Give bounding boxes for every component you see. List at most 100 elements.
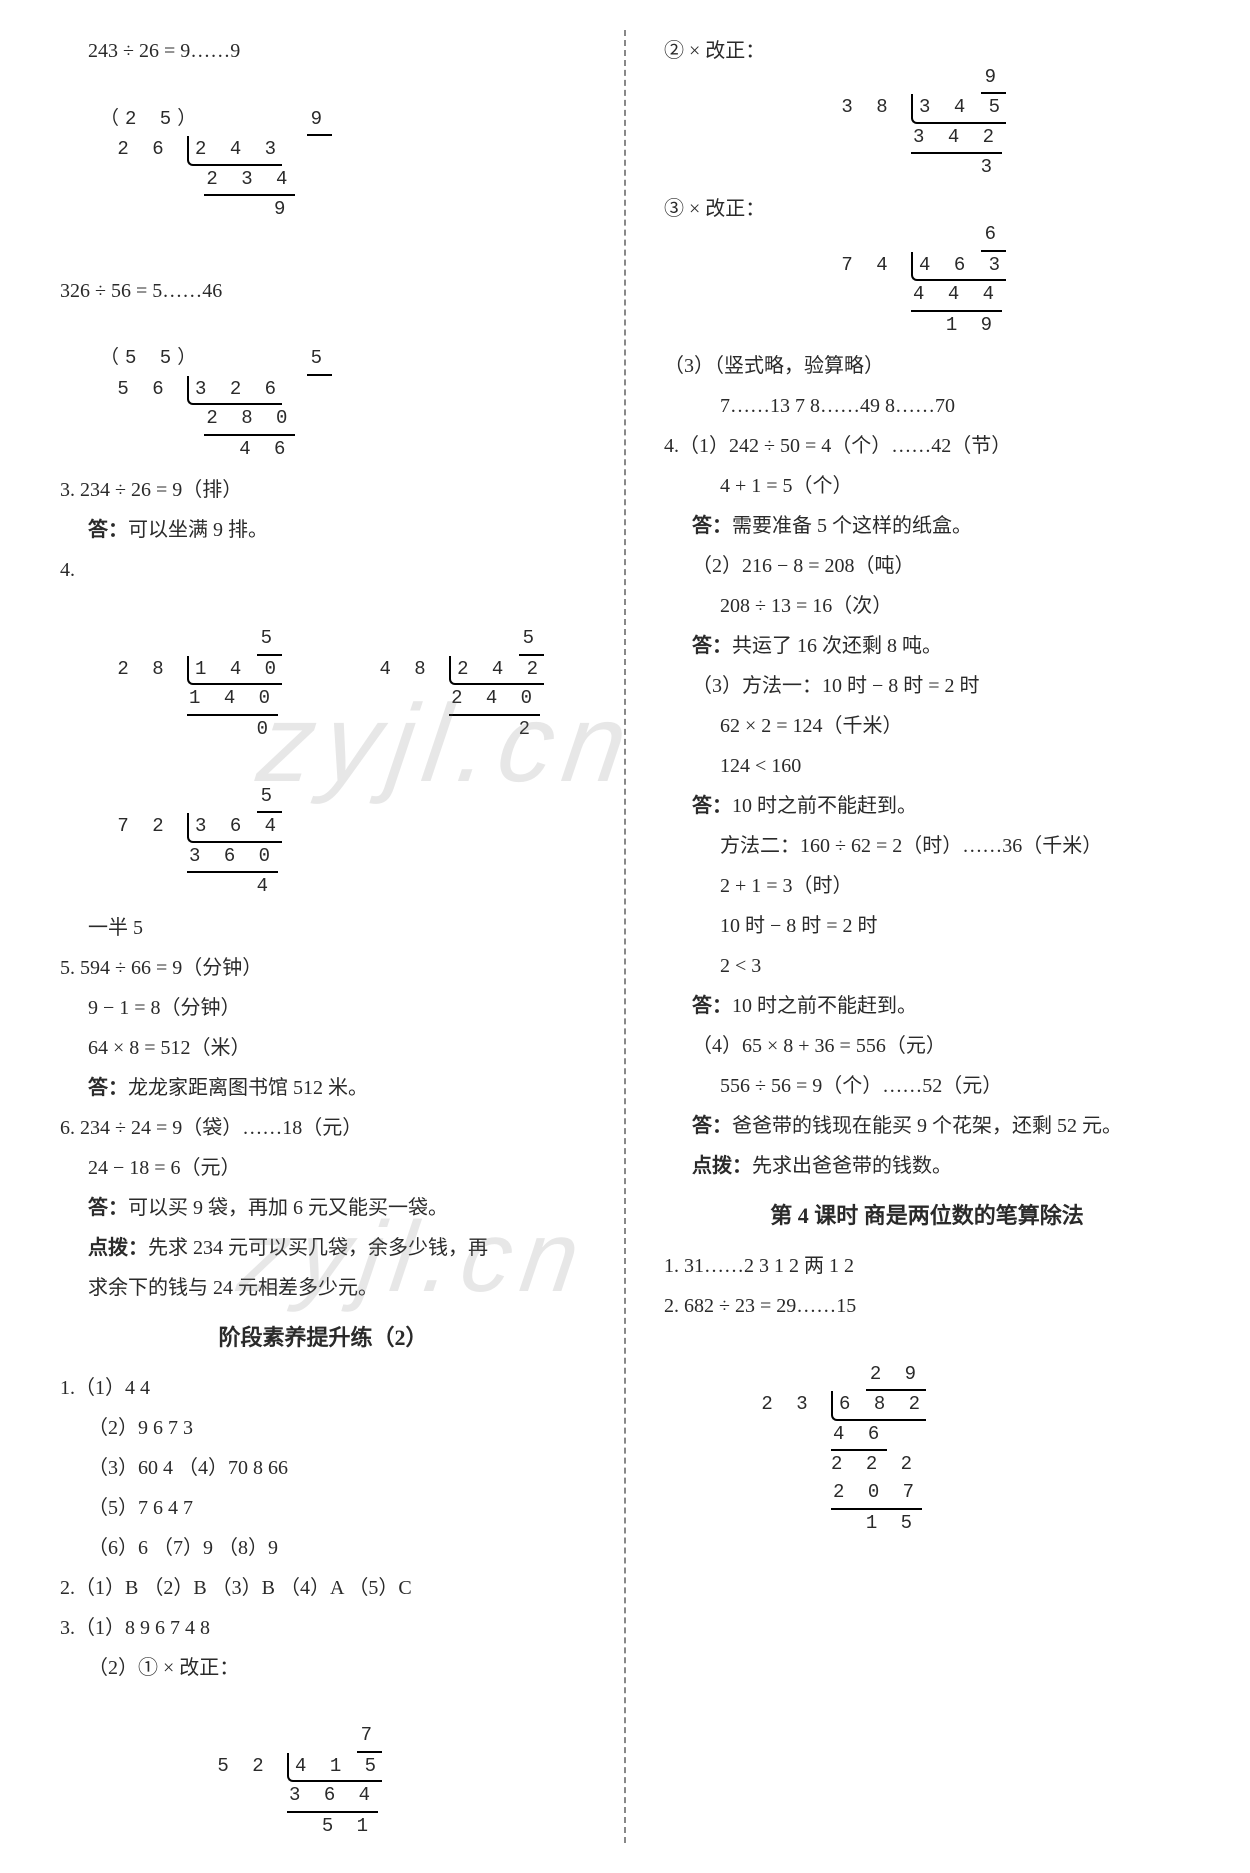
long-division: 5 7 2 3 6 4 3 6 0 4: [100, 755, 282, 901]
sub: 2 8 0: [204, 405, 295, 436]
hint-line: 求余下的钱与 24 元相差多少元。: [60, 1269, 586, 1307]
remainder: 5 1: [322, 1815, 374, 1837]
divisor: 2 3: [761, 1393, 813, 1415]
answer-line: （2）9 6 7 3: [60, 1409, 586, 1447]
answer-label: 答：: [692, 635, 732, 657]
answer-label: 答：: [692, 795, 732, 817]
equation: （2）216 − 8 = 208（吨）: [664, 547, 1190, 585]
long-division: （5 5） 5 5 6 3 2 6 2 8 0 4 6: [100, 318, 332, 464]
long-division: （2 5） 9 2 6 2 4 3 2 3 4 9: [100, 78, 332, 224]
hint-text: 先求出爸爸带的钱数。: [752, 1155, 952, 1177]
answer-label: 答：: [692, 515, 732, 537]
equation: 10 时 − 8 时 = 2 时: [664, 907, 1190, 945]
equation: 6. 234 ÷ 24 = 9（袋）……18（元）: [60, 1109, 586, 1147]
hint-line: 点拨：先求出爸爸带的钱数。: [664, 1147, 1190, 1185]
divisor: 7 4: [841, 254, 893, 276]
equation: 3. 234 ÷ 26 = 9（排）: [60, 471, 586, 509]
remainder: 1 9: [946, 314, 998, 336]
quotient: 6: [981, 221, 1006, 252]
answer-line: （3）60 4 （4）70 8 66: [60, 1449, 586, 1487]
remainder: 3: [981, 156, 998, 178]
dividend: 3 4 5: [919, 96, 1006, 118]
answer-label: 答：: [692, 995, 732, 1017]
divisor: 3 8: [841, 96, 893, 118]
dividend: 2 4 2: [457, 658, 544, 680]
answer-text: 龙龙家距离图书馆 512 米。: [128, 1077, 368, 1099]
answer-line: ③ × 改正：: [664, 190, 804, 228]
worksheet-page: zyjl.cn zyjl.cn 243 ÷ 26 = 9……9 （2 5） 9 …: [0, 0, 1250, 1873]
long-division: 9 3 8 3 4 5 3 4 2 3: [824, 36, 1006, 182]
answer-line: 答：可以坐满 9 排。: [60, 511, 586, 549]
remainder: 9: [274, 198, 291, 220]
sub: 4 4 4: [911, 281, 1002, 312]
hint-text: 先求 234 元可以买几袋，余多少钱，再: [148, 1237, 488, 1259]
hint-label: 点拨：: [88, 1237, 148, 1259]
equation: 124 < 160: [664, 747, 1190, 785]
answer-line: 1.（1）4 4: [60, 1369, 586, 1407]
divisor: 5 6: [117, 378, 169, 400]
section-title: 阶段素养提升练（2）: [60, 1317, 586, 1359]
answer-line: 1. 31……2 3 1 2 两 1 2: [664, 1247, 1190, 1285]
remainder: 4: [257, 875, 274, 897]
quotient: 5: [307, 345, 332, 376]
column-divider: [624, 30, 626, 1843]
two-column-layout: 243 ÷ 26 = 9……9 （2 5） 9 2 6 2 4 3 2 3 4 …: [60, 30, 1190, 1843]
quotient: 9: [307, 106, 332, 137]
equation: 326 ÷ 56 = 5……46: [60, 272, 332, 310]
dividend: 2 4 3: [195, 138, 282, 160]
long-division: 6 7 4 4 6 3 4 4 4 1 9: [824, 194, 1006, 340]
quotient: 9: [981, 64, 1006, 95]
equation: 2. 682 ÷ 23 = 29……15: [664, 1287, 1190, 1325]
quotient: 5: [257, 625, 282, 656]
dividend: 3 2 6: [195, 378, 282, 400]
equation: 2 < 3: [664, 947, 1190, 985]
question-label: 4.: [60, 551, 586, 589]
answer-line: 答：爸爸带的钱现在能买 9 个花架，还剩 52 元。: [664, 1107, 1190, 1145]
equation: 64 × 8 = 512（米）: [60, 1029, 586, 1067]
sub: 3 6 4: [287, 1782, 378, 1813]
answer-text: 共运了 16 次还剩 8 吨。: [732, 635, 942, 657]
answer-line: （6）6 （7）9 （8）9: [60, 1529, 586, 1567]
answer-text: 爸爸带的钱现在能买 9 个花架，还剩 52 元。: [732, 1115, 1122, 1137]
equation: 208 ÷ 13 = 16（次）: [664, 587, 1190, 625]
note: （3）（竖式略，验算略）: [664, 347, 1190, 385]
equation: 4 + 1 = 5（个）: [664, 467, 1190, 505]
lesson-title: 第 4 课时 商是两位数的笔算除法: [664, 1195, 1190, 1237]
divisor: 5 2: [217, 1755, 269, 1777]
answer-label: 答：: [88, 519, 128, 541]
long-division: 2 9 2 3 6 8 2 4 6 2 2 2 2 0 7 1 5: [744, 1333, 926, 1537]
answer-line: ② × 改正：: [664, 32, 804, 70]
answer-text: 10 时之前不能赶到。: [732, 995, 917, 1017]
equation: 556 ÷ 56 = 9（个）……52（元）: [664, 1067, 1190, 1105]
answer-line: （5）7 6 4 7: [60, 1489, 586, 1527]
quotient: 5: [519, 625, 544, 656]
answer-line: 答：10 时之前不能赶到。: [664, 987, 1190, 1025]
dividend: 1 4 0: [195, 658, 282, 680]
equation: 方法二：160 ÷ 62 = 2（时）……36（千米）: [664, 827, 1190, 865]
equation: 2 + 1 = 3（时）: [664, 867, 1190, 905]
equation: 9 − 1 = 8（分钟）: [60, 989, 586, 1027]
answer-label: 答：: [88, 1197, 128, 1219]
dividend: 6 8 2: [839, 1393, 926, 1415]
long-division: 5 2 8 1 4 0 1 4 0 0: [100, 597, 282, 743]
hint: （5 5）: [100, 347, 202, 369]
sub: 1 4 0: [187, 685, 278, 716]
sub: 3 6 0: [187, 843, 278, 874]
answer-line: 答：10 时之前不能赶到。: [664, 787, 1190, 825]
text-line: 一半 5: [60, 909, 586, 947]
answer-line: 7……13 7 8……49 8……70: [664, 387, 1190, 425]
hint-label: 点拨：: [692, 1155, 752, 1177]
dividend: 4 1 5: [295, 1755, 382, 1777]
answer-line: 2.（1）B （2）B （3）B （4）A （5）C: [60, 1569, 586, 1607]
answer-line: （2）① × 改正：: [60, 1649, 586, 1687]
quotient: 5: [257, 783, 282, 814]
equation: 243 ÷ 26 = 9……9: [60, 32, 332, 70]
remainder: 2: [519, 718, 536, 740]
divisor: 7 2: [117, 815, 169, 837]
quotient: 7: [357, 1722, 382, 1753]
remainder: 1 5: [866, 1512, 918, 1534]
hint-line: 点拨：先求 234 元可以买几袋，余多少钱，再: [60, 1229, 586, 1267]
equation: （4）65 × 8 + 36 = 556（元）: [664, 1027, 1190, 1065]
sub: 3 4 2: [911, 124, 1002, 155]
long-division: 5 4 8 2 4 2 2 4 0 2: [362, 597, 544, 743]
